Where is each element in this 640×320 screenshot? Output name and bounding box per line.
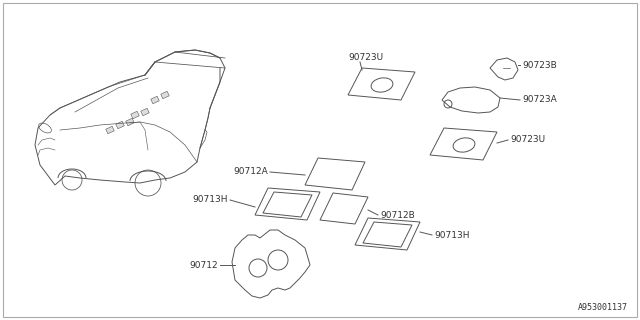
Bar — [131, 111, 140, 119]
Bar — [141, 108, 149, 116]
Text: 90713H: 90713H — [193, 196, 228, 204]
Text: 90712B: 90712B — [380, 211, 415, 220]
Text: 90712A: 90712A — [233, 167, 268, 177]
Bar — [126, 118, 134, 126]
Bar — [151, 96, 159, 104]
Text: 90723B: 90723B — [522, 60, 557, 69]
Text: A953001137: A953001137 — [578, 303, 628, 312]
Text: 90723U: 90723U — [510, 135, 545, 145]
Bar — [106, 126, 114, 134]
Text: 90723U: 90723U — [348, 53, 383, 62]
Text: 90712: 90712 — [189, 260, 218, 269]
Text: 90713H: 90713H — [434, 230, 470, 239]
Bar — [116, 121, 124, 129]
Bar — [161, 91, 169, 99]
Text: 90723A: 90723A — [522, 95, 557, 105]
